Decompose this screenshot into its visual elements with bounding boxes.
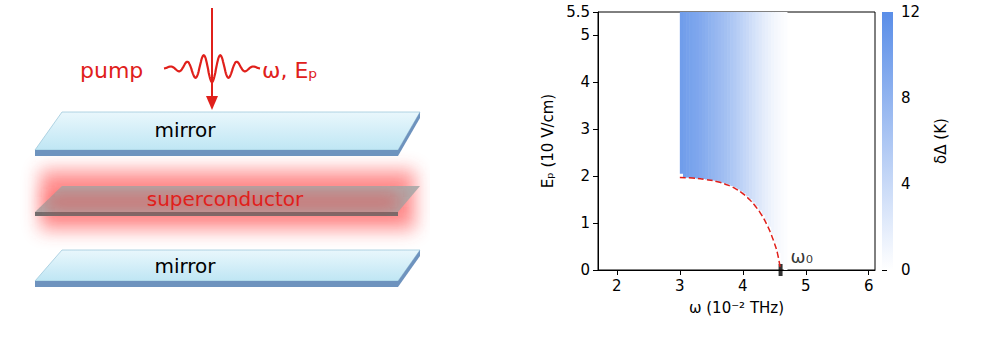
svg-text:pump: pump [80, 58, 143, 83]
svg-text:12: 12 [901, 3, 920, 21]
svg-text:0: 0 [580, 261, 590, 279]
svg-text:ω, Eₚ: ω, Eₚ [262, 58, 318, 83]
svg-text:mirror: mirror [154, 254, 216, 278]
svg-text:5: 5 [580, 26, 590, 44]
svg-text:mirror: mirror [154, 118, 216, 142]
svg-text:Eₚ (10 V/cm): Eₚ (10 V/cm) [539, 94, 557, 188]
svg-text:5.5: 5.5 [566, 3, 590, 21]
svg-text:δΔ (K): δΔ (K) [932, 118, 950, 164]
svg-text:5: 5 [801, 277, 811, 295]
svg-text:ω (10⁻² THz): ω (10⁻² THz) [689, 299, 784, 317]
svg-text:2: 2 [612, 277, 622, 295]
svg-text:2: 2 [580, 167, 590, 185]
svg-text:3: 3 [580, 120, 590, 138]
svg-text:0: 0 [901, 261, 911, 279]
svg-text:superconductor: superconductor [147, 187, 304, 211]
svg-text:8: 8 [901, 89, 911, 107]
svg-text:6: 6 [864, 277, 874, 295]
svg-text:ω₀: ω₀ [791, 246, 813, 267]
svg-text:1: 1 [580, 214, 590, 232]
svg-text:4: 4 [738, 277, 748, 295]
svg-text:4: 4 [901, 175, 911, 193]
svg-text:3: 3 [675, 277, 685, 295]
svg-text:4: 4 [580, 73, 590, 91]
